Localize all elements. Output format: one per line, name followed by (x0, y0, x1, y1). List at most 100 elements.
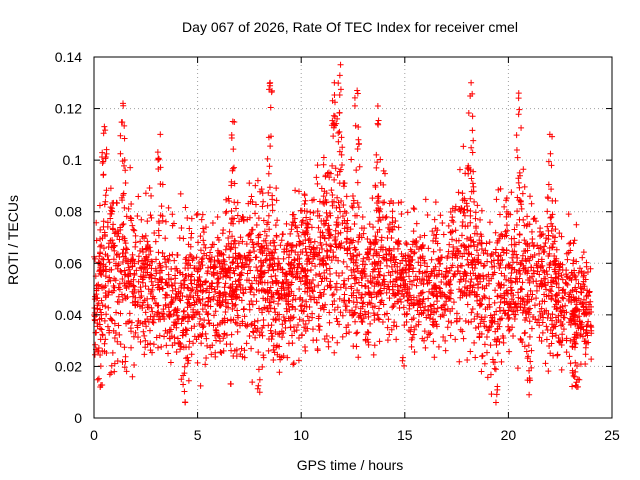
data-point (228, 207, 235, 214)
data-point (181, 281, 188, 288)
data-point (579, 254, 586, 261)
data-point (188, 280, 195, 287)
data-point (578, 300, 585, 307)
data-point (354, 90, 361, 97)
data-point (398, 199, 405, 206)
data-point (172, 319, 179, 326)
data-point (222, 210, 229, 217)
data-point (98, 283, 105, 290)
data-point (243, 323, 250, 330)
data-point (186, 338, 193, 345)
data-point (396, 267, 403, 274)
data-point (527, 193, 534, 200)
data-point (129, 263, 136, 270)
data-point (321, 304, 328, 311)
data-point (513, 132, 520, 139)
data-point (96, 268, 103, 275)
data-point (265, 347, 272, 354)
data-point (413, 220, 420, 227)
data-point (495, 252, 502, 259)
data-point (348, 272, 355, 279)
data-point (390, 245, 397, 252)
data-point (119, 119, 126, 126)
data-point (288, 288, 295, 295)
data-point (571, 272, 578, 279)
data-point (363, 331, 370, 338)
data-point (265, 267, 272, 274)
data-point (521, 237, 528, 244)
data-point (375, 218, 382, 225)
data-point (411, 249, 418, 256)
data-point (558, 233, 565, 240)
data-point (288, 226, 295, 233)
data-point (347, 236, 354, 243)
data-point (452, 252, 459, 259)
data-point (334, 339, 341, 346)
data-point (102, 192, 109, 199)
data-point (468, 309, 475, 316)
data-point (526, 318, 533, 325)
data-point (552, 332, 559, 339)
data-point (527, 287, 534, 294)
data-point (327, 278, 334, 285)
data-point (97, 250, 104, 257)
data-point (427, 330, 434, 337)
data-point (436, 257, 443, 264)
data-point (516, 169, 523, 176)
data-point (509, 254, 516, 261)
data-point (321, 269, 328, 276)
data-point (341, 217, 348, 224)
data-point (492, 287, 499, 294)
data-point (503, 213, 510, 220)
data-point (282, 318, 289, 325)
data-point (115, 293, 122, 300)
data-point (526, 279, 533, 286)
data-point (583, 327, 590, 334)
data-point (477, 216, 484, 223)
data-point (361, 225, 368, 232)
data-point (432, 225, 439, 232)
data-point (491, 359, 498, 366)
data-point (137, 319, 144, 326)
data-point (470, 183, 477, 190)
data-point (548, 283, 555, 290)
data-point (357, 312, 364, 319)
data-point (341, 208, 348, 215)
data-point (477, 273, 484, 280)
data-point (194, 292, 201, 299)
data-point (514, 208, 521, 215)
data-point (339, 312, 346, 319)
data-point (364, 254, 371, 261)
data-point (234, 328, 241, 335)
data-point (228, 294, 235, 301)
data-point (362, 261, 369, 268)
data-point (102, 282, 109, 289)
data-point (377, 246, 384, 253)
data-point (148, 214, 155, 221)
data-point (252, 334, 259, 341)
data-point (404, 297, 411, 304)
data-point (181, 307, 188, 314)
data-point (280, 284, 287, 291)
data-point (169, 251, 176, 258)
data-point (270, 266, 277, 273)
data-point (432, 318, 439, 325)
data-point (426, 288, 433, 295)
data-point (498, 231, 505, 238)
data-point (470, 282, 477, 289)
data-point (392, 281, 399, 288)
data-point (123, 245, 130, 252)
data-point (119, 296, 126, 303)
data-point (93, 237, 100, 244)
data-point (380, 254, 387, 261)
data-point (465, 319, 472, 326)
data-point (270, 357, 277, 364)
data-point (549, 223, 556, 230)
data-point (497, 292, 504, 299)
data-point (191, 277, 198, 284)
data-point (214, 321, 221, 328)
data-point (107, 204, 114, 211)
data-point (416, 276, 423, 283)
data-point (253, 298, 260, 305)
data-point (451, 270, 458, 277)
